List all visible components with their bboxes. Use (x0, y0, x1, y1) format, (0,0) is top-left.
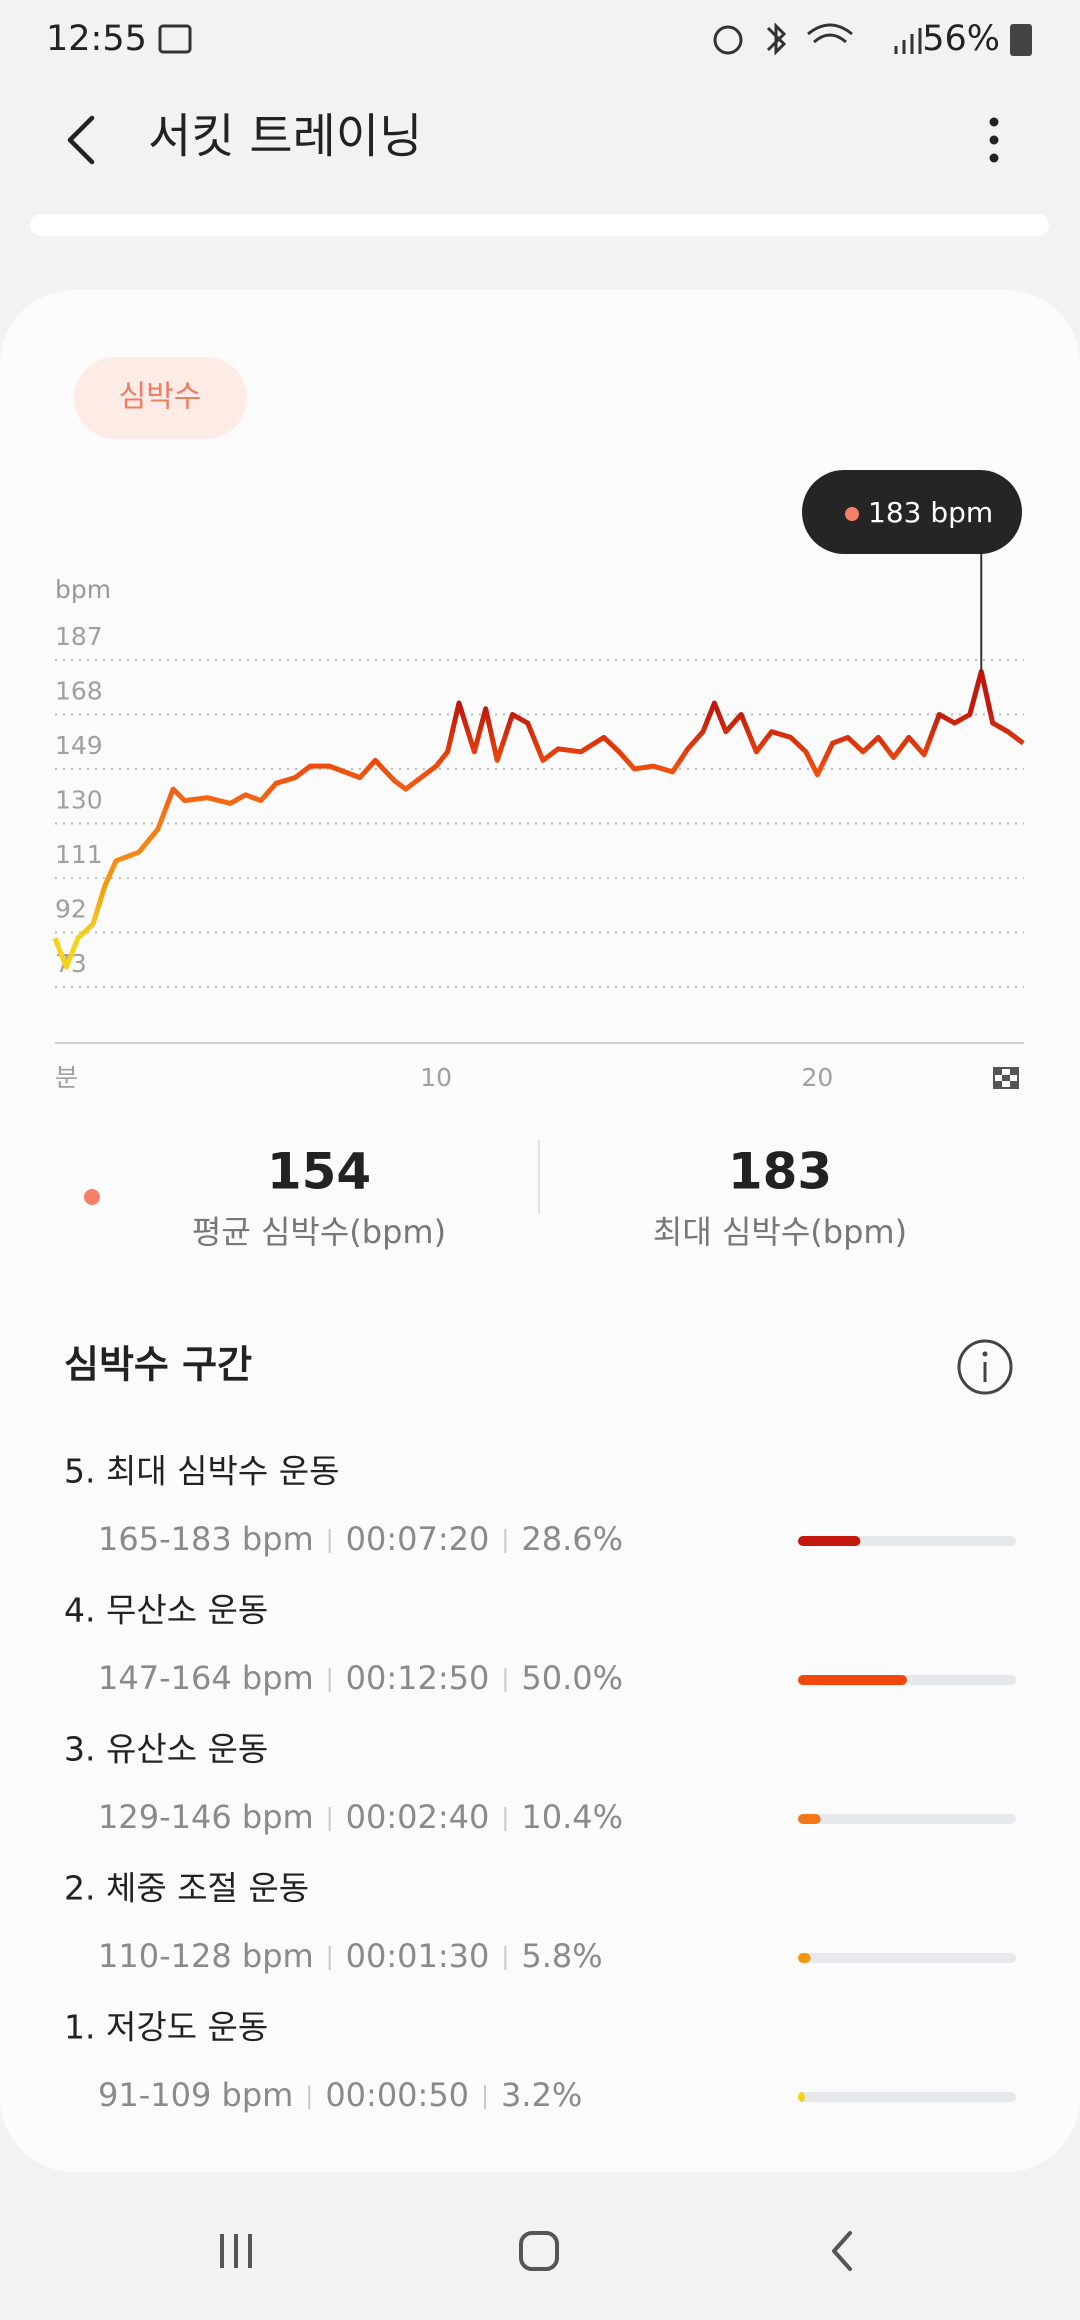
x-tick-label: 분 (55, 1063, 78, 1092)
zone-name: 2. 체중 조절 운동 (64, 1869, 309, 1908)
y-tick-label: 149 (55, 731, 103, 760)
zone-name: 4. 무산소 운동 (64, 1591, 268, 1630)
battery-icon (1010, 24, 1032, 56)
zone-detail: 00:12:50 (346, 1659, 490, 1697)
zones-list: 5. 최대 심박수 운동 165-183 bpm 00:07:20 28.6% 4. 무… (64, 1452, 1016, 2114)
zone-detail: 147-164 bpm (98, 1659, 314, 1697)
zone-detail: 5.8% (521, 1937, 602, 1975)
zone-bar (798, 1675, 907, 1685)
heart-rate-line (52, 669, 1025, 970)
x-tick-label: 20 (801, 1063, 833, 1092)
stats-dot (84, 1189, 100, 1205)
zone-detail: 165-183 bpm (98, 1520, 314, 1558)
y-tick-label: 187 (55, 622, 103, 651)
chip (74, 357, 247, 439)
zone-bar-track (798, 1814, 1016, 1824)
nav-home[interactable] (519, 2231, 559, 2271)
finish-flag (993, 1067, 1019, 1089)
zone-detail: 110-128 bpm (98, 1937, 314, 1975)
previous-card (30, 214, 1049, 236)
more-button[interactable] (989, 117, 999, 163)
chip-label: 심박수 (119, 380, 202, 415)
tooltip (802, 470, 1022, 554)
status-battery: 56% (922, 19, 1000, 59)
stat-value: 183 (728, 1143, 832, 1201)
zone-detail: 00:01:30 (346, 1937, 490, 1975)
status-time: 12:55 (46, 19, 147, 59)
x-tick-label: 10 (420, 1063, 452, 1092)
zone-detail: 129-146 bpm (98, 1798, 314, 1836)
y-tick-label: 111 (55, 840, 103, 869)
status-icons (158, 22, 922, 56)
zone-bar (798, 2092, 805, 2102)
info-button[interactable] (957, 1339, 1013, 1395)
zone-detail: 00:00:50 (325, 2076, 469, 2114)
nav-back[interactable] (832, 2231, 852, 2271)
back-button[interactable] (67, 115, 95, 165)
zone-detail: 50.0% (521, 1659, 623, 1697)
zone-detail: 00:07:20 (346, 1520, 490, 1558)
zone-bar (798, 1814, 821, 1824)
nav-recents[interactable] (220, 2234, 252, 2268)
tooltip-label: 183 bpm (868, 496, 993, 529)
zone-bar-track (798, 1953, 1016, 1963)
zone-bar (798, 1536, 861, 1546)
zone-detail: 10.4% (521, 1798, 623, 1836)
zone-detail: 3.2% (501, 2076, 582, 2114)
zone-detail: 00:02:40 (346, 1798, 490, 1836)
stat-value: 154 (267, 1143, 371, 1201)
zone-bar (798, 1953, 811, 1963)
zone-bar-track (798, 2092, 1016, 2102)
y-tick-label: 168 (55, 677, 103, 706)
y-tick-label: 92 (55, 895, 87, 924)
tooltip-dot (845, 507, 859, 521)
y-unit: bpm (55, 575, 111, 604)
section-title: 심박수 구간 (64, 1343, 252, 1387)
y-tick-label: 130 (55, 786, 103, 815)
zone-detail: 91-109 bpm (98, 2076, 293, 2114)
stat-label: 평균 심박수(bpm) (192, 1213, 446, 1251)
zone-name: 3. 유산소 운동 (64, 1730, 268, 1769)
zone-detail: 28.6% (521, 1520, 623, 1558)
zone-name: 1. 저강도 운동 (64, 2008, 268, 2047)
zone-name: 5. 최대 심박수 운동 (64, 1452, 339, 1491)
page-title: 서킷 트레이닝 (148, 110, 422, 165)
stat-label: 최대 심박수(bpm) (653, 1213, 907, 1251)
